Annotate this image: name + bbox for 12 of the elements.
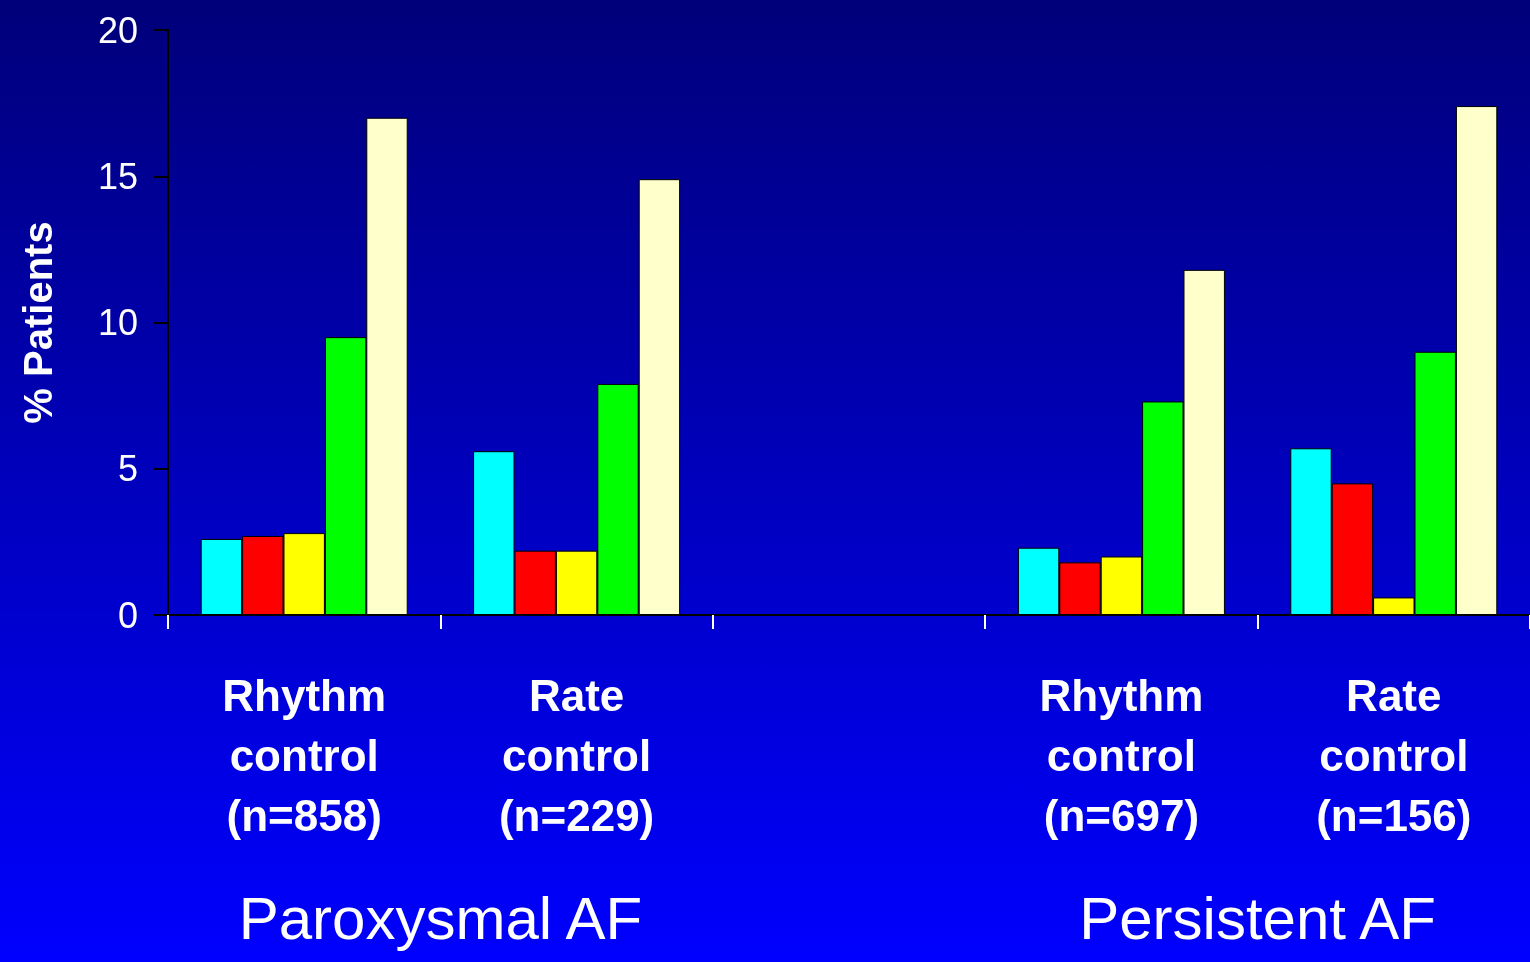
y-tick-label: 20 bbox=[97, 9, 138, 51]
x-tick-label: Rhythm control (n=858) bbox=[222, 670, 387, 840]
text: Paroxysmal AF bbox=[238, 884, 643, 952]
y-tick-label: 15 bbox=[97, 155, 138, 197]
y-tick-label: 10 bbox=[97, 302, 138, 343]
text: Persistent AF bbox=[1079, 884, 1437, 952]
y-axis-title: % Patients bbox=[16, 221, 60, 424]
x-tick-label: Rate control (n=156) bbox=[1316, 670, 1472, 840]
y-tick-label: 5 bbox=[117, 448, 138, 490]
x-tick-label: Rate control (n=229) bbox=[498, 670, 655, 840]
y-tick-label: 0 bbox=[117, 594, 138, 636]
x-tick-label: Rhythm control (n=697) bbox=[1039, 670, 1204, 840]
